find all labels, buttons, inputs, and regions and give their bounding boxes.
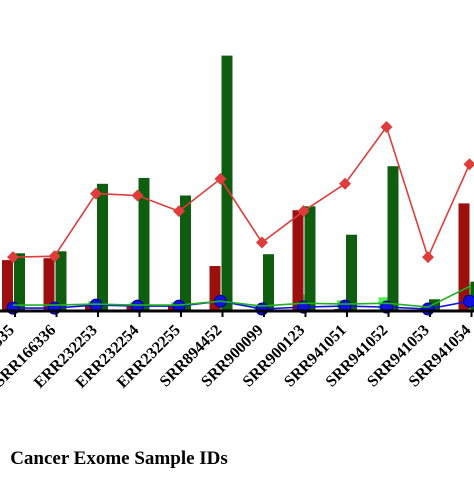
bar-2-SRR166336 xyxy=(56,251,67,311)
bar-2-SRR900123 xyxy=(305,206,316,311)
bars-layer xyxy=(2,56,474,311)
x-tick-labels: SRR166335SRR166336ERR232253ERR232254ERR2… xyxy=(0,322,474,392)
line-1-point-SRR941054 xyxy=(464,158,474,170)
line-2-point-SRR941054 xyxy=(464,295,474,307)
line-1-point-SRR941052 xyxy=(381,121,393,133)
bar-2-ERR232253 xyxy=(97,184,108,311)
bar-1-SRR941054 xyxy=(459,203,470,311)
line-2-point-ERR232253 xyxy=(90,299,102,311)
bar-2-SRR941052 xyxy=(388,166,399,311)
line-1-point-SRR941053 xyxy=(422,251,434,263)
line-series-1 xyxy=(13,127,470,257)
bar-1-SRR900123 xyxy=(293,210,304,311)
bar-2-SRR900099 xyxy=(263,254,274,311)
line-1-point-SRR900099 xyxy=(256,237,268,249)
line-1-point-SRR941051 xyxy=(339,178,351,190)
bar-2-SRR941051 xyxy=(346,235,357,311)
line-series-3 xyxy=(13,287,470,308)
lines-layer xyxy=(7,121,474,315)
x-axis-title: Cancer Exome Sample IDs xyxy=(10,448,228,469)
